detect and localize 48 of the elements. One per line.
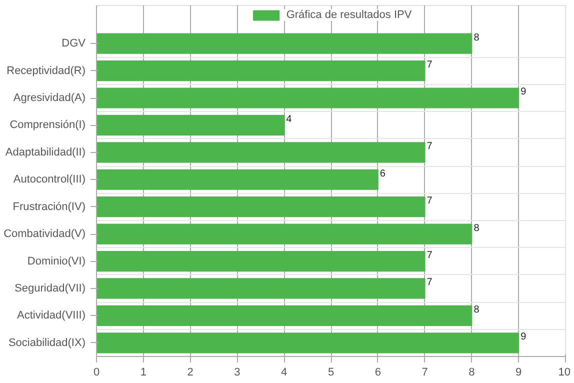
y-tick-label: Autocontrol(III) bbox=[13, 174, 86, 186]
y-tick-label: Frustración(IV) bbox=[12, 200, 86, 213]
x-tick-label: 10 bbox=[558, 366, 571, 378]
data-label: 7 bbox=[426, 277, 433, 288]
bar bbox=[96, 33, 472, 54]
bar bbox=[96, 305, 472, 326]
data-label: 9 bbox=[520, 86, 527, 98]
x-tick-label: 2 bbox=[187, 366, 194, 378]
data-label: 6 bbox=[380, 168, 386, 180]
bar bbox=[96, 332, 520, 354]
y-tick-label: Comprensión(I) bbox=[10, 119, 86, 132]
x-tick-label: 4 bbox=[281, 366, 288, 378]
data-label: 8 bbox=[474, 32, 480, 44]
x-tick-label: 6 bbox=[374, 366, 381, 378]
y-tick-label: Actividad(VIII) bbox=[17, 310, 86, 322]
y-tick-label: Dominio(VI) bbox=[27, 255, 86, 268]
y-tick-label: DGV bbox=[62, 38, 86, 50]
data-label: 7 bbox=[426, 196, 433, 207]
x-tick-label: 0 bbox=[93, 366, 100, 378]
bar bbox=[96, 278, 426, 299]
x-tick-label: 5 bbox=[328, 366, 334, 378]
y-tick-label: Agresividad(A) bbox=[13, 92, 86, 104]
data-label: 7 bbox=[426, 250, 433, 261]
data-label: 7 bbox=[426, 141, 433, 152]
data-label: 8 bbox=[474, 304, 480, 316]
bar bbox=[96, 142, 426, 163]
x-tick-label: 3 bbox=[234, 366, 240, 378]
bar bbox=[96, 60, 426, 82]
x-tick-label: 1 bbox=[140, 366, 146, 378]
bar bbox=[96, 169, 378, 190]
y-tick-label: Adaptabilidad(II) bbox=[5, 146, 86, 158]
bar bbox=[96, 114, 285, 136]
x-tick-label: 7 bbox=[422, 366, 428, 378]
data-label: 4 bbox=[286, 114, 292, 125]
bar bbox=[96, 224, 472, 244]
data-label: 8 bbox=[474, 222, 480, 234]
legend-label: Gráfica de resultados IPV bbox=[286, 9, 412, 21]
bar bbox=[96, 88, 520, 108]
bar bbox=[96, 250, 426, 272]
x-tick-label: 8 bbox=[468, 366, 475, 378]
data-label: 7 bbox=[426, 60, 433, 71]
y-tick-label: Combatividad(V) bbox=[4, 228, 86, 240]
y-tick-label: Seguridad(VII) bbox=[14, 282, 86, 294]
y-tick-label: Sociabilidad(IX) bbox=[8, 336, 86, 349]
x-tick-label: 9 bbox=[516, 366, 522, 378]
data-label: 9 bbox=[520, 332, 527, 343]
bar bbox=[96, 196, 426, 218]
y-tick-label: Receptividad(R) bbox=[6, 64, 86, 77]
